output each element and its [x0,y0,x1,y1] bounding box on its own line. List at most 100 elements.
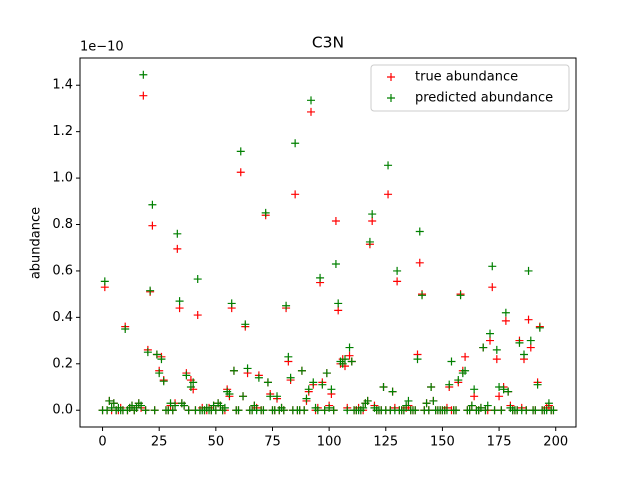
y-tick-label: 1.0 [52,171,73,186]
marker [533,380,542,389]
marker [229,366,238,375]
marker [182,371,191,380]
y-offset-label: 1e−10 [80,40,124,55]
marker [150,406,159,415]
legend-label: true abundance [415,70,518,85]
marker [300,406,309,415]
marker [429,396,438,405]
marker [291,139,300,148]
marker [501,308,510,317]
legend-marker [387,94,395,102]
marker [413,355,422,364]
x-tick-label: 25 [151,435,168,450]
marker [189,378,198,387]
marker [404,396,413,405]
x-tick-label: 75 [264,435,281,450]
marker [492,345,501,354]
marker [415,258,424,267]
marker [279,406,288,415]
marker [155,369,164,378]
marker [368,217,377,226]
marker [139,91,148,100]
y-tick-label: 1.2 [52,124,73,139]
marker [470,385,479,394]
marker [175,304,184,313]
marker [447,357,456,366]
marker [481,406,490,415]
marker [250,401,259,410]
marker [220,403,229,412]
marker [476,403,485,412]
marker [297,366,306,375]
marker [100,277,109,286]
marker [495,383,504,392]
marker [173,229,182,238]
marker [334,306,343,315]
marker [241,320,250,329]
marker [338,359,347,368]
marker [388,387,397,396]
marker [263,378,272,387]
axes-frame [79,57,577,428]
marker [526,336,535,345]
marker [488,262,497,271]
marker [137,401,146,410]
marker [146,286,155,295]
marker [239,392,248,401]
marker [334,299,343,308]
marker [379,383,388,392]
x-tick-label: 200 [543,435,568,450]
marker [236,168,245,177]
marker [266,392,275,401]
marker [526,343,535,352]
marker [402,401,411,410]
marker [345,343,354,352]
marker [173,244,182,253]
marker [499,385,508,394]
marker [345,351,354,360]
marker [225,389,234,398]
marker [234,406,243,415]
marker [486,336,495,345]
marker [209,401,218,410]
marker [243,364,252,373]
marker [461,352,470,361]
marker [465,406,474,415]
marker [393,277,402,286]
marker [384,161,393,170]
y-tick-label: 0.6 [52,263,73,278]
marker [157,355,166,364]
marker [549,406,558,415]
marker [524,266,533,275]
marker [452,406,461,415]
marker [316,273,325,282]
x-tick-label: 0 [98,435,106,450]
marker [467,401,476,410]
marker [454,376,463,385]
marker [284,352,293,361]
marker [347,357,356,366]
marker [504,387,513,396]
marker [121,324,130,333]
marker [307,107,316,116]
marker [193,311,202,320]
marker [318,380,327,389]
marker [327,385,336,394]
marker [286,373,295,382]
y-tick-label: 1.4 [52,78,73,93]
marker [519,350,528,359]
marker [497,406,506,415]
marker [384,190,393,199]
marker [544,399,553,408]
marker [483,401,492,410]
marker [168,406,177,415]
marker [488,283,497,292]
marker [359,403,368,412]
marker [461,366,470,375]
marker [320,406,329,415]
marker [261,208,270,217]
marker [186,383,195,392]
y-tick-label: 0.0 [52,403,73,418]
marker [531,406,540,415]
